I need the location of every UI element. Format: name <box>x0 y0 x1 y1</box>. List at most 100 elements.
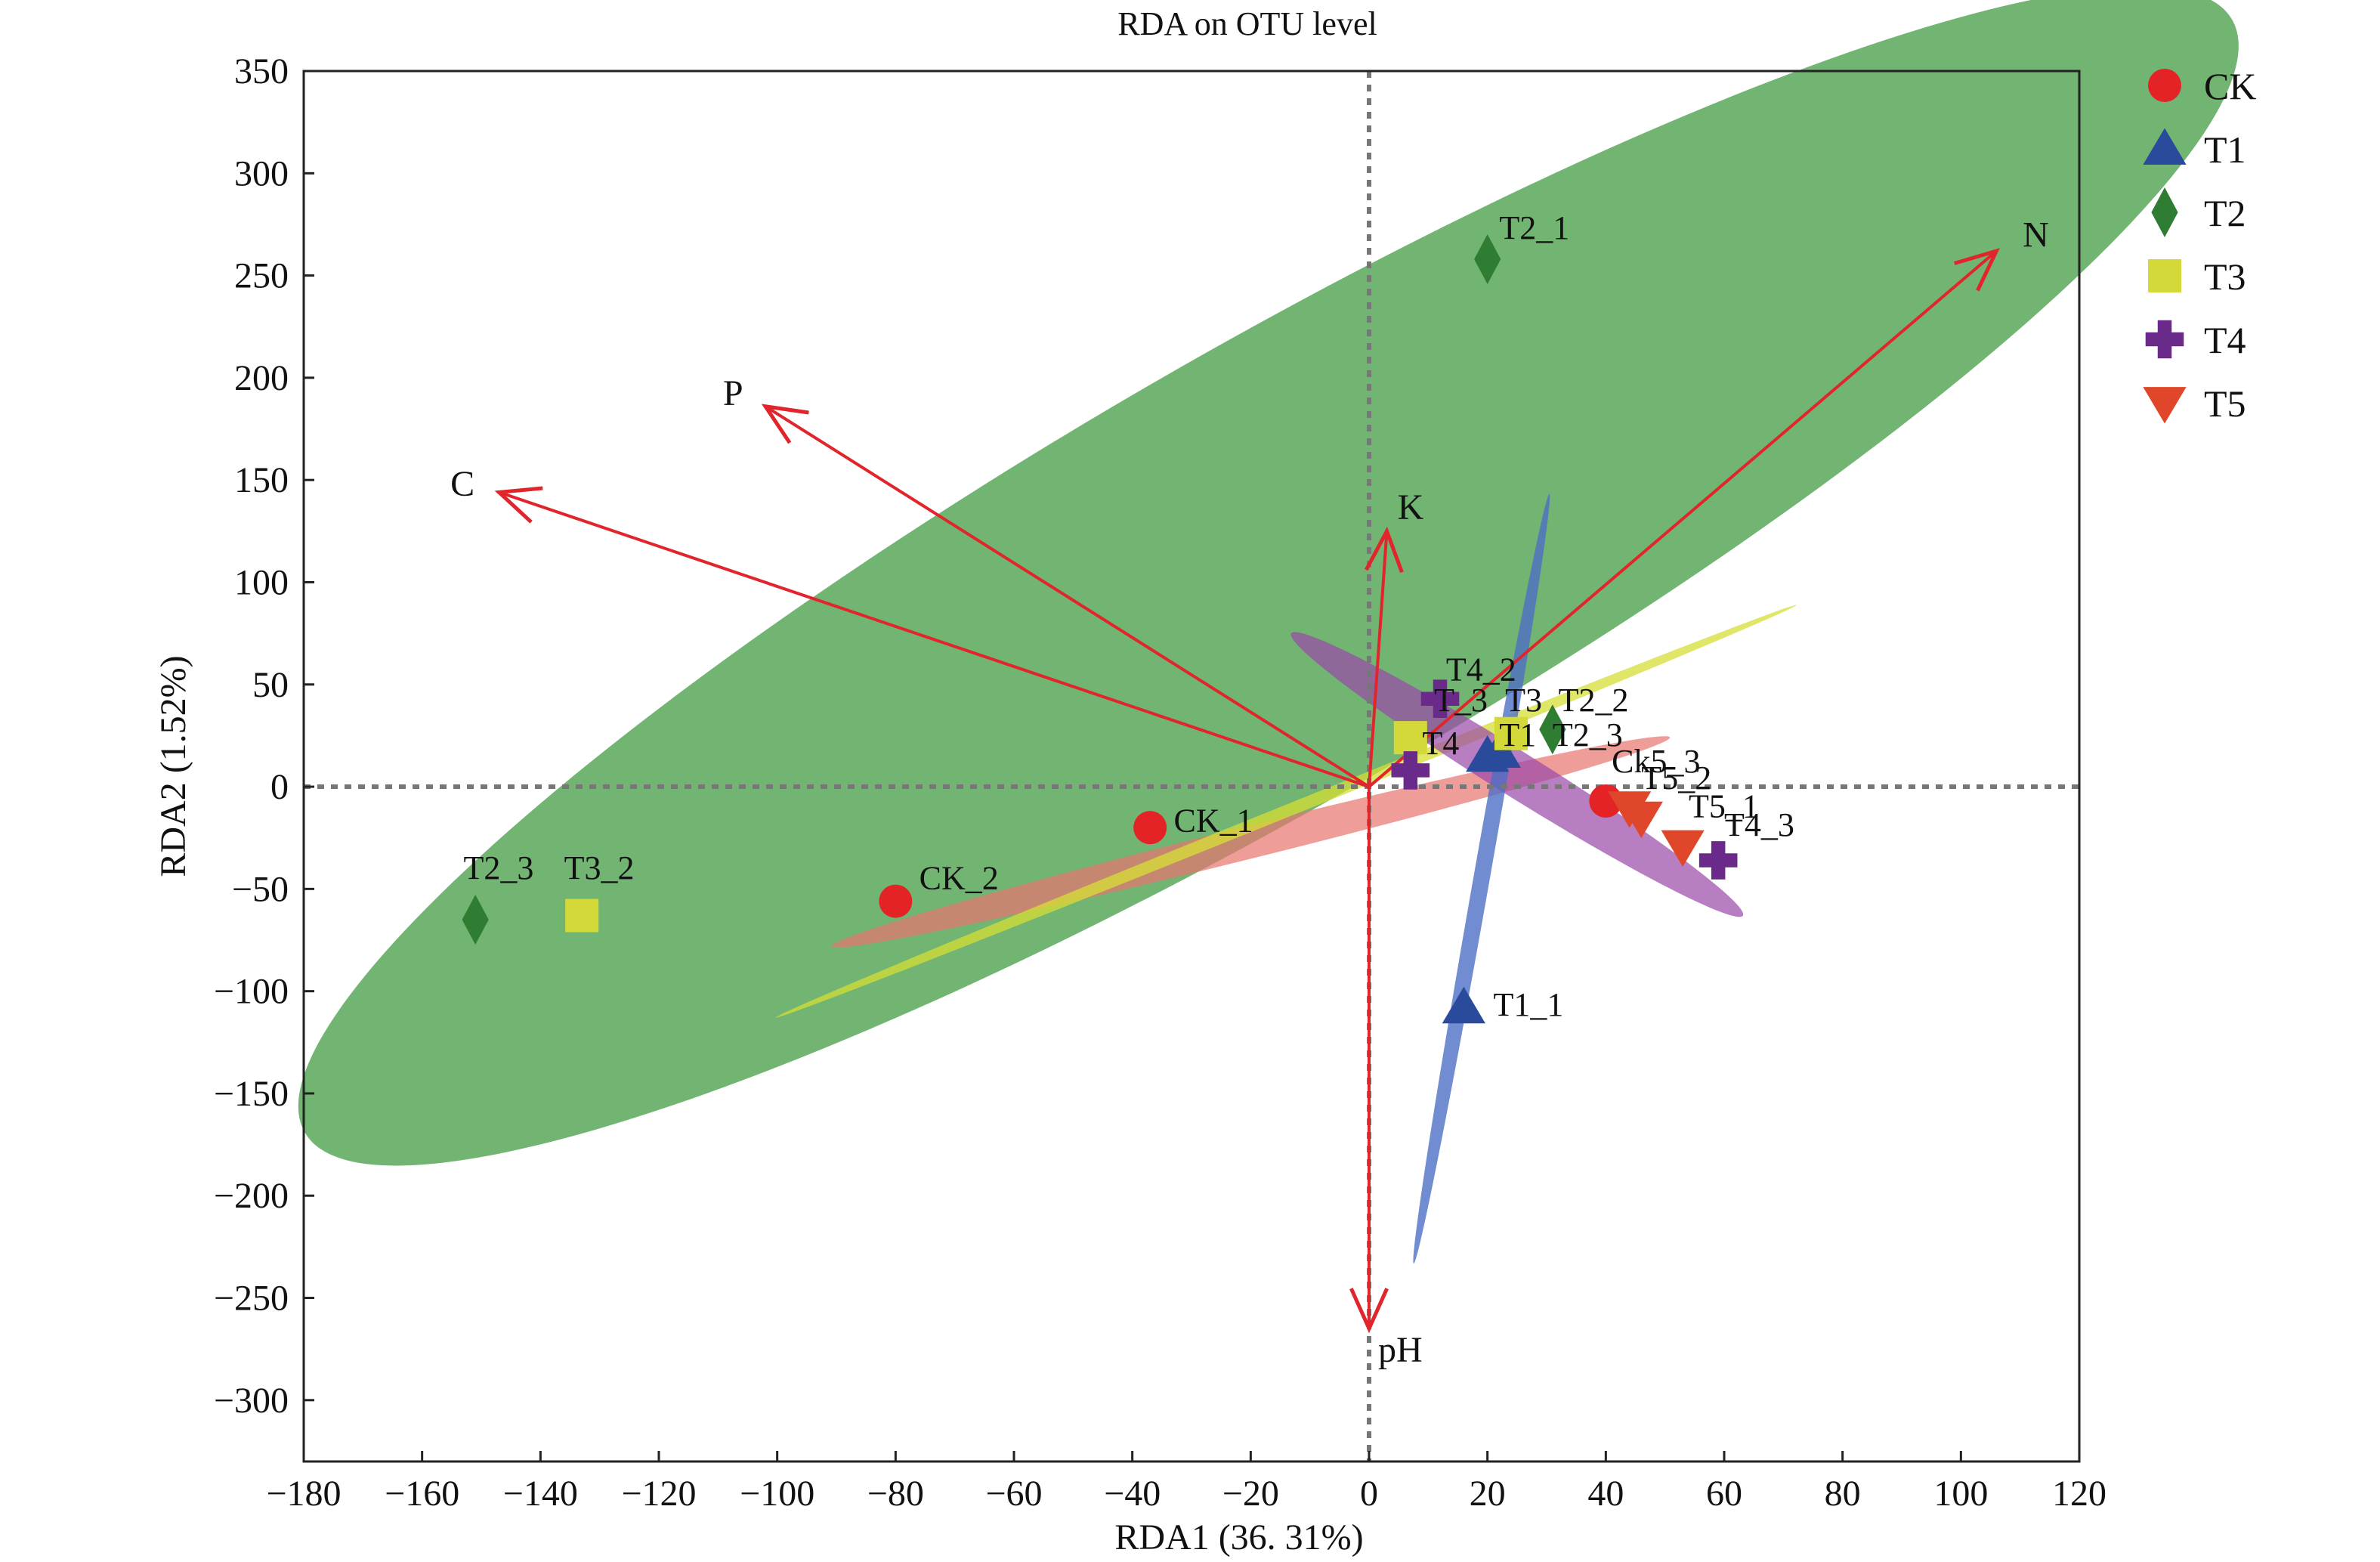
vector-label-p: P <box>723 373 743 413</box>
y-tick-label-7: 0 <box>270 767 289 807</box>
vector-label-c: C <box>450 464 474 504</box>
point-label-8: T2_3 <box>464 849 534 886</box>
vector-arrowhead-ph <box>1349 1288 1389 1334</box>
environmental-vectors: N P C KpH <box>450 215 2049 1370</box>
vector-arrowhead-c <box>494 486 543 524</box>
point-label-0: CK_1 <box>1174 803 1253 840</box>
point-label-14: T4 <box>1423 725 1460 762</box>
sample-labels: CK_1 CK_2 Ck5_3T5_2T5_1T4_3 T1_1 T2_1 T2_3 T3_… <box>464 209 1794 1023</box>
point-label-13: T2_2 <box>1559 682 1629 719</box>
y-axis-label: RDA2 (1.52%) <box>153 655 193 877</box>
point-t3_1 <box>1393 721 1427 755</box>
x-tick-label-6: −60 <box>985 1474 1042 1514</box>
point-ck_2 <box>879 884 913 918</box>
vector-arrowhead-n <box>1953 248 2000 292</box>
legend-marker-t2 <box>2151 187 2178 237</box>
y-tick-label-8: −50 <box>232 869 289 909</box>
legend-marker-t4 <box>2145 320 2184 359</box>
vector-p <box>764 405 1371 788</box>
vector-k <box>1368 530 1389 787</box>
y-tick-label-3: 200 <box>234 358 289 398</box>
point-t1_1 <box>1442 986 1485 1024</box>
y-tick-label-10: −150 <box>214 1074 289 1114</box>
sample-points <box>462 234 1738 1024</box>
x-tick-label-0: −180 <box>266 1474 341 1514</box>
legend-marker-t5 <box>2143 387 2187 424</box>
x-tick-label-1: −160 <box>385 1474 459 1514</box>
legend-label-t3: T3 <box>2204 255 2246 298</box>
ellipse-t4 <box>1290 632 1744 917</box>
legend-label-t1: T1 <box>2204 128 2246 171</box>
point-label-5: T4_3 <box>1724 806 1794 843</box>
x-tick-label-15: 120 <box>2052 1474 2106 1514</box>
point-label-4: T5_1 <box>1689 788 1759 825</box>
point-t5_1 <box>1661 830 1705 868</box>
y-tick-label-1: 300 <box>234 153 289 193</box>
point-t4_2 <box>1420 679 1460 719</box>
y-tick-label-9: −100 <box>214 972 289 1012</box>
y-tick-label-13: −300 <box>214 1381 289 1421</box>
ellipse-t1 <box>1413 493 1550 1264</box>
point-t3_2 <box>565 899 599 933</box>
ellipse-t3 <box>775 605 1797 1018</box>
plot-frame <box>302 70 2081 1463</box>
point-label-2: Ck5_3 <box>1612 743 1700 780</box>
vector-label-n: N <box>2023 215 2049 255</box>
legend-label-t5: T5 <box>2204 382 2246 425</box>
point-label-1: CK_2 <box>920 859 999 896</box>
x-tick-label-11: 40 <box>1587 1474 1624 1514</box>
point-t2_1 <box>1474 234 1501 284</box>
legend-label-t4: T4 <box>2204 319 2246 361</box>
ellipse-ck <box>831 736 1671 948</box>
vector-arrowhead-p <box>761 404 809 444</box>
y-tick-label-5: 100 <box>234 562 289 602</box>
point-label-6: T1_1 <box>1494 986 1564 1023</box>
point-label-12: T3 <box>1505 682 1542 719</box>
point-t2_3 <box>462 894 489 945</box>
y-tick-label-0: 350 <box>234 51 289 91</box>
legend-label-t2: T2 <box>2204 192 2246 234</box>
legend-marker-ck <box>2148 69 2181 102</box>
y-tick-label-12: −250 <box>214 1279 289 1319</box>
y-tick-label-6: 50 <box>252 665 289 705</box>
point-label-10: T4_2 <box>1446 651 1516 688</box>
point-label-15: T1 <box>1499 716 1536 753</box>
x-tick-label-9: 0 <box>1360 1474 1378 1514</box>
axis-ticks: −180 −160 −140 −120 −100 −80 −60 −40 −20 0 20 40 60 8… <box>214 51 2106 1514</box>
chart-title: RDA on OTU level <box>1117 5 1377 42</box>
legend: CK T1 T2 T3 T4 T5 <box>2143 65 2256 425</box>
point-t5_3 <box>1608 791 1652 828</box>
vector-n <box>1368 249 1998 788</box>
x-tick-label-14: 100 <box>1933 1474 1988 1514</box>
legend-marker-t3 <box>2148 259 2181 292</box>
vector-label-k: K <box>1398 487 1424 527</box>
point-t2_2 <box>1539 704 1566 755</box>
point-t4_3 <box>1698 841 1738 880</box>
vector-arrowhead-k <box>1365 526 1404 574</box>
point-label-3: T5_2 <box>1641 759 1711 796</box>
x-tick-label-2: −140 <box>503 1474 578 1514</box>
point-t3_3 <box>1494 716 1528 750</box>
point-label-16: T2_3 <box>1553 716 1623 753</box>
y-tick-label-2: 250 <box>234 256 289 296</box>
point-label-9: T3_2 <box>564 849 635 886</box>
x-tick-label-8: −20 <box>1222 1474 1279 1514</box>
point-ck_1 <box>1133 811 1167 845</box>
y-tick-label-4: 150 <box>234 460 289 500</box>
x-axis-label: RDA1 (36. 31%) <box>1114 1517 1363 1557</box>
x-tick-label-13: 80 <box>1825 1474 1861 1514</box>
y-tick-label-11: −200 <box>214 1176 289 1216</box>
ellipse-t2 <box>298 0 2239 1166</box>
vector-label-ph: pH <box>1378 1330 1423 1370</box>
x-tick-label-12: 60 <box>1706 1474 1742 1514</box>
x-tick-label-3: −120 <box>621 1474 696 1514</box>
group-ellipses <box>298 0 2239 1264</box>
x-tick-label-5: −80 <box>867 1474 924 1514</box>
x-tick-label-4: −100 <box>740 1474 814 1514</box>
point-label-11: T_3 <box>1434 682 1488 719</box>
point-label-7: T2_1 <box>1499 209 1569 246</box>
x-tick-label-10: 20 <box>1470 1474 1506 1514</box>
legend-label-ck: CK <box>2204 65 2256 107</box>
x-tick-label-7: −40 <box>1104 1474 1161 1514</box>
